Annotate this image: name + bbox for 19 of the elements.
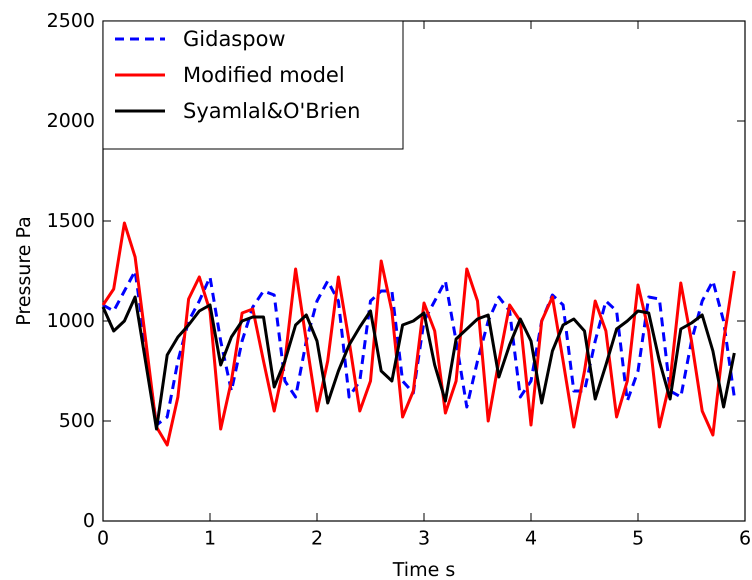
x-tick-label: 1	[204, 527, 216, 550]
x-tick-label: 4	[524, 527, 538, 550]
line-series	[102, 222, 736, 446]
legend-label: Syamlal&O'Brien	[183, 99, 360, 123]
y-tick-label: 1000	[46, 310, 95, 332]
legend-label: Gidaspow	[183, 27, 286, 51]
y-tick-label: 500	[58, 410, 95, 432]
x-tick-label: 3	[418, 527, 430, 550]
y-tick-label: 0	[82, 510, 95, 532]
y-tick-label: 2000	[46, 110, 95, 132]
x-tick-label: 5	[632, 527, 644, 550]
y-axis-title: Pressure Pa	[13, 216, 35, 326]
legend-label: Modified model	[183, 63, 345, 87]
x-axis-title: Time s	[392, 559, 456, 580]
x-tick-label: 0	[96, 527, 110, 550]
x-tick-label: 2	[310, 527, 324, 550]
y-tick-label: 1500	[46, 210, 95, 232]
x-tick-label: 6	[738, 527, 752, 550]
y-tick-label: 2500	[46, 10, 95, 32]
